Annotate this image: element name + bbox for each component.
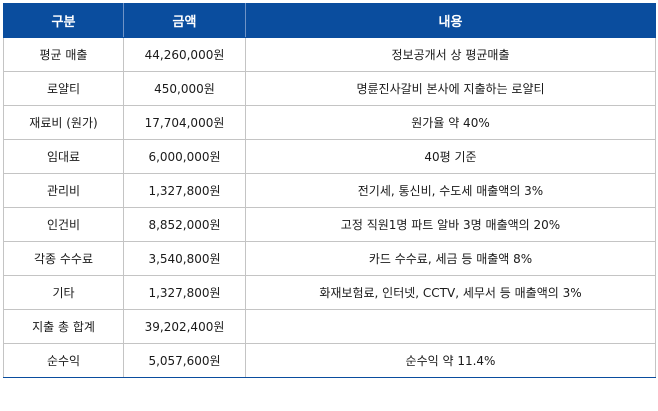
cell-category: 순수익	[3, 343, 124, 378]
cell-amount: 8,852,000원	[123, 207, 246, 242]
cell-content: 화재보험료, 인터넷, CCTV, 세무서 등 매출액의 3%	[245, 275, 656, 310]
table-row-net-profit: 순수익 5,057,600원 순수익 약 11.4%	[3, 343, 656, 378]
cell-amount: 44,260,000원	[123, 37, 246, 72]
cell-amount: 6,000,000원	[123, 139, 246, 174]
cell-amount: 17,704,000원	[123, 105, 246, 140]
cell-content: 명륜진사갈비 본사에 지출하는 로얄티	[245, 71, 656, 106]
cell-amount: 450,000원	[123, 71, 246, 106]
cell-amount: 5,057,600원	[123, 343, 246, 378]
cell-content: 정보공개서 상 평균매출	[245, 37, 656, 72]
table-row: 인건비 8,852,000원 고정 직원1명 파트 알바 3명 매출액의 20%	[3, 207, 656, 242]
cost-table-container: 구분 금액 내용 평균 매출 44,260,000원 정보공개서 상 평균매출 …	[3, 3, 656, 378]
cell-category: 기타	[3, 275, 124, 310]
cell-category: 로얄티	[3, 71, 124, 106]
cell-amount: 39,202,400원	[123, 309, 246, 344]
header-content: 내용	[245, 3, 656, 38]
cell-category: 각종 수수료	[3, 241, 124, 276]
cost-breakdown-table: 구분 금액 내용 평균 매출 44,260,000원 정보공개서 상 평균매출 …	[3, 3, 656, 378]
table-row: 임대료 6,000,000원 40평 기준	[3, 139, 656, 174]
cell-category: 임대료	[3, 139, 124, 174]
header-amount: 금액	[123, 3, 246, 38]
table-row: 관리비 1,327,800원 전기세, 통신비, 수도세 매출액의 3%	[3, 173, 656, 208]
cell-category: 평균 매출	[3, 37, 124, 72]
cell-amount: 1,327,800원	[123, 173, 246, 208]
table-row-total: 지출 총 합계 39,202,400원	[3, 309, 656, 344]
table-row: 로얄티 450,000원 명륜진사갈비 본사에 지출하는 로얄티	[3, 71, 656, 106]
cell-amount: 1,327,800원	[123, 275, 246, 310]
cell-category: 지출 총 합계	[3, 309, 124, 344]
cell-content: 전기세, 통신비, 수도세 매출액의 3%	[245, 173, 656, 208]
cell-content: 고정 직원1명 파트 알바 3명 매출액의 20%	[245, 207, 656, 242]
cell-content: 카드 수수료, 세금 등 매출액 8%	[245, 241, 656, 276]
cell-content: 40평 기준	[245, 139, 656, 174]
cell-content: 순수익 약 11.4%	[245, 343, 656, 378]
table-row: 재료비 (원가) 17,704,000원 원가율 약 40%	[3, 105, 656, 140]
table-row: 평균 매출 44,260,000원 정보공개서 상 평균매출	[3, 37, 656, 72]
header-category: 구분	[3, 3, 124, 38]
cell-content	[245, 309, 656, 344]
cell-amount: 3,540,800원	[123, 241, 246, 276]
table-header-row: 구분 금액 내용	[3, 3, 656, 38]
cell-category: 인건비	[3, 207, 124, 242]
cell-content: 원가율 약 40%	[245, 105, 656, 140]
cell-category: 관리비	[3, 173, 124, 208]
cell-category: 재료비 (원가)	[3, 105, 124, 140]
table-row: 기타 1,327,800원 화재보험료, 인터넷, CCTV, 세무서 등 매출…	[3, 275, 656, 310]
table-row: 각종 수수료 3,540,800원 카드 수수료, 세금 등 매출액 8%	[3, 241, 656, 276]
